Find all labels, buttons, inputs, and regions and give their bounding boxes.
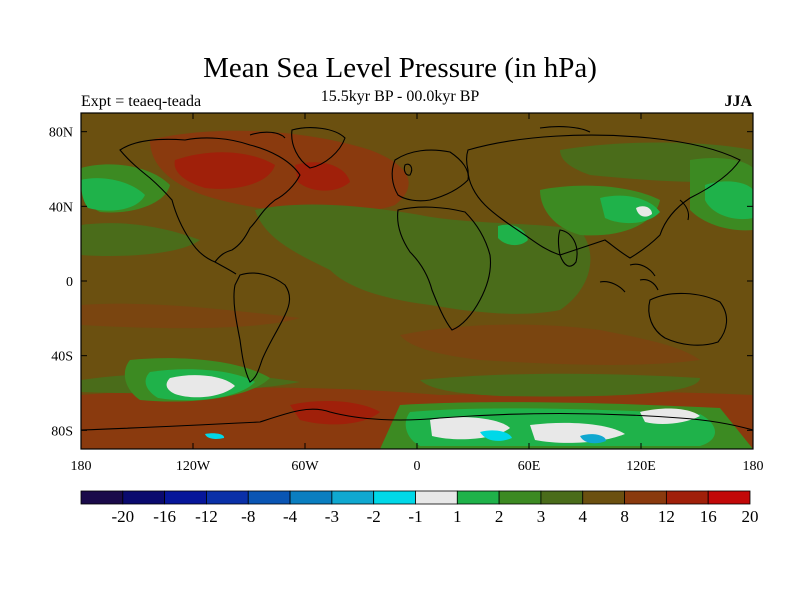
- colorbar-label: 12: [658, 507, 675, 526]
- colorbar-swatch: [80, 490, 124, 505]
- field-region-hudson: [174, 152, 275, 189]
- lon-tick-label: 180: [743, 459, 764, 474]
- pressure-field: [81, 113, 753, 449]
- colorbar-label: -4: [283, 507, 298, 526]
- field-region-antarctic-neg-1: [480, 430, 512, 441]
- field-region-n-atlantic: [150, 130, 409, 215]
- colorbar-label: 20: [742, 507, 759, 526]
- field-region-labrador: [295, 162, 350, 191]
- colorbar-label: -16: [153, 507, 176, 526]
- colorbar-label: 3: [537, 507, 546, 526]
- colorbar-swatch: [206, 490, 249, 505]
- field-region-sw-pacific-core: [166, 375, 235, 398]
- field-region-southern-indian-band: [420, 373, 700, 397]
- colorbar-label: -12: [195, 507, 218, 526]
- lon-tick-label: 60W: [291, 459, 319, 474]
- colorbar-swatch: [540, 490, 584, 505]
- field-region-antarctic-core-east: [640, 408, 700, 424]
- field-region-gulf-alaska: [81, 178, 145, 211]
- experiment-label: Expt = teaeq-teada: [81, 93, 202, 110]
- colorbar-swatch: [289, 490, 333, 505]
- lat-tick-label: 40S: [51, 350, 73, 365]
- map-subtitle: 15.5kyr BP - 00.0kyr BP: [320, 88, 480, 105]
- colorbar-label: 16: [700, 507, 717, 526]
- colorbar-label: -8: [241, 507, 255, 526]
- lat-tick-label: 40N: [49, 200, 73, 215]
- lat-tick-label: 80N: [49, 126, 73, 141]
- field-region-arabia: [498, 224, 528, 246]
- colorbar-label: 4: [579, 507, 588, 526]
- coastlines: [81, 126, 753, 431]
- lat-tick-label: 80S: [51, 424, 73, 439]
- colorbar-swatch: [624, 490, 667, 505]
- colorbar-swatch: [415, 490, 458, 505]
- colorbar-swatch: [331, 490, 375, 505]
- lon-tick-label: 180: [71, 459, 92, 474]
- colorbar-swatch: [373, 490, 416, 505]
- lon-tick-label: 120W: [176, 459, 211, 474]
- colorbar-label: 2: [495, 507, 504, 526]
- colorbar-label: 8: [620, 507, 629, 526]
- longitude-axis: 180 120W 60W 0 60E 120E 180: [71, 113, 764, 474]
- field-region-ross-neg: [205, 433, 225, 439]
- field-region-weddell: [290, 400, 380, 425]
- colorbar-label: -20: [111, 507, 134, 526]
- colorbar-swatch: [498, 490, 542, 505]
- colorbar-swatch: [707, 490, 751, 505]
- field-region-tibet-core: [636, 206, 652, 217]
- colorbar-swatch: [456, 490, 500, 505]
- field-region-s-pacific: [81, 303, 300, 329]
- colorbar: -20 -16 -12 -8 -4 -3 -2 -1 1 2 3 4 8 12 16 20: [80, 490, 759, 526]
- lat-tick-label: 0: [66, 275, 73, 290]
- lon-tick-label: 120E: [626, 459, 656, 474]
- lon-tick-label: 0: [414, 459, 421, 474]
- colorbar-label: 1: [453, 507, 462, 526]
- field-region-antarctic-neg-2: [580, 434, 606, 444]
- lon-tick-label: 60E: [518, 459, 541, 474]
- colorbar-swatch: [122, 490, 166, 505]
- field-region-e-pacific: [81, 223, 200, 257]
- colorbar-swatch: [164, 490, 207, 505]
- colorbar-label: -1: [408, 507, 422, 526]
- map-title: Mean Sea Level Pressure (in hPa): [203, 52, 597, 84]
- colorbar-swatch: [582, 490, 625, 505]
- colorbar-label: -2: [367, 507, 381, 526]
- colorbar-label: -3: [325, 507, 339, 526]
- colorbar-swatch: [247, 490, 291, 505]
- field-region-s-indian: [400, 324, 700, 365]
- season-label: JJA: [724, 93, 752, 110]
- colorbar-swatch: [665, 490, 709, 505]
- latitude-axis: 80N 40N 0 40S 80S: [49, 126, 753, 439]
- field-region-kamchatka: [705, 181, 753, 220]
